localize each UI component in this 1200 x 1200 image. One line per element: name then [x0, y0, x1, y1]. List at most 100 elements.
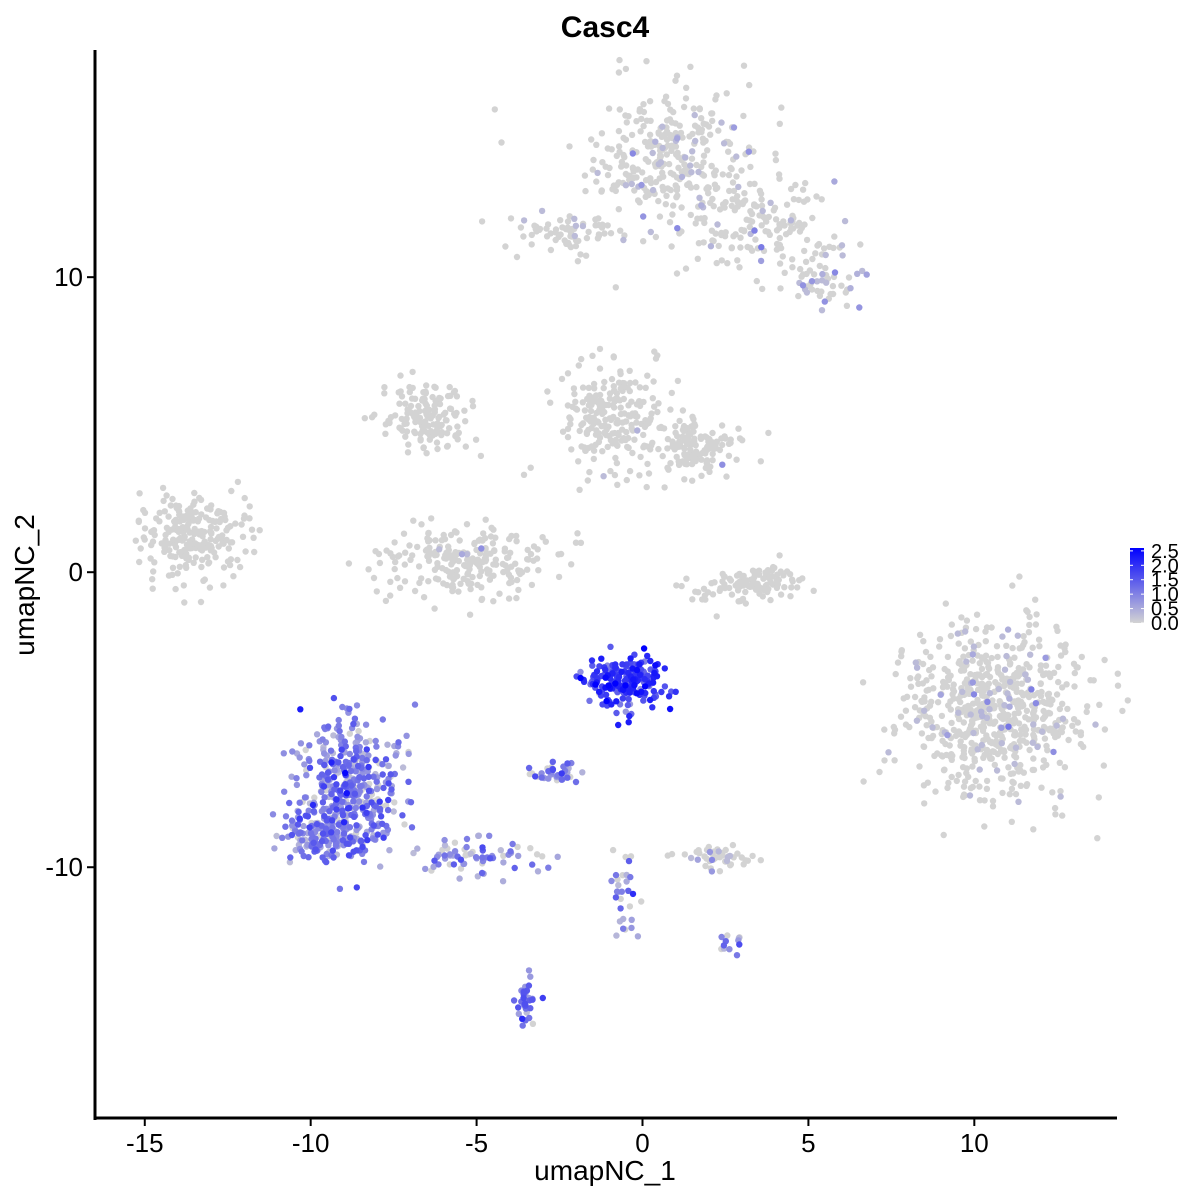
x-tick-label: -15: [126, 1128, 164, 1158]
data-point: [638, 115, 645, 123]
data-point: [776, 120, 783, 128]
data-point: [387, 592, 394, 599]
data-point: [936, 643, 943, 650]
data-point: [319, 799, 327, 806]
data-point: [622, 682, 629, 689]
x-axis-ticks: -15 -10 -5 0 5 10: [126, 1118, 989, 1158]
data-point: [407, 799, 415, 806]
data-point: [633, 666, 641, 674]
data-point: [634, 166, 641, 173]
data-point: [328, 829, 335, 836]
data-point: [1045, 690, 1053, 697]
data-point: [380, 784, 387, 792]
data-point: [979, 685, 986, 692]
data-point: [507, 848, 514, 855]
data-point: [1036, 643, 1043, 650]
data-point: [364, 836, 371, 844]
data-point: [681, 437, 689, 444]
data-point: [644, 460, 651, 468]
data-point: [728, 591, 736, 598]
data-point: [765, 574, 773, 582]
data-point: [395, 739, 402, 746]
data-point: [1059, 684, 1066, 691]
data-point: [690, 428, 697, 435]
data-point: [538, 207, 546, 215]
data-point: [1045, 709, 1052, 716]
data-point: [751, 180, 758, 187]
data-point: [1042, 662, 1050, 669]
data-point: [921, 707, 928, 714]
data-point: [215, 543, 222, 550]
data-point: [345, 852, 353, 859]
data-point: [529, 1020, 537, 1027]
data-point: [515, 586, 522, 594]
data-point: [944, 731, 951, 739]
data-point: [770, 207, 777, 214]
data-point: [544, 388, 551, 395]
data-point: [479, 854, 486, 861]
data-point: [347, 767, 355, 775]
data-point: [969, 763, 976, 770]
data-point: [692, 220, 699, 227]
data-point: [710, 203, 717, 210]
data-point: [607, 643, 614, 650]
data-point: [689, 413, 696, 420]
data-point: [602, 674, 609, 681]
data-point: [616, 106, 623, 113]
data-point: [310, 807, 317, 815]
data-point: [318, 837, 326, 845]
data-point: [385, 762, 392, 769]
data-point: [1044, 747, 1051, 754]
data-point: [941, 680, 949, 687]
data-point: [425, 578, 432, 585]
data-point: [338, 733, 345, 741]
data-point: [507, 574, 515, 581]
data-point: [337, 752, 344, 760]
data-point: [709, 457, 716, 464]
data-point: [528, 241, 535, 248]
data-point: [795, 196, 802, 204]
data-point: [354, 733, 361, 740]
data-point: [1014, 673, 1022, 680]
data-point: [996, 698, 1003, 705]
data-point: [615, 206, 622, 213]
data-point: [969, 657, 976, 664]
data-point: [433, 439, 441, 446]
data-point: [199, 541, 206, 548]
data-point: [1019, 666, 1027, 673]
data-point: [740, 582, 747, 589]
data-point: [515, 1010, 522, 1018]
data-point: [736, 941, 743, 948]
data-point: [1009, 644, 1016, 652]
data-point: [336, 727, 343, 735]
data-point: [533, 851, 541, 858]
data-point: [625, 857, 633, 865]
data-point: [195, 528, 203, 535]
data-point: [980, 754, 987, 761]
data-point: [520, 994, 527, 1002]
data-point: [680, 103, 688, 111]
data-point: [643, 58, 650, 65]
data-point: [656, 213, 664, 220]
data-point: [418, 521, 425, 528]
data-point: [957, 698, 964, 706]
data-point: [571, 215, 578, 222]
data-point: [1101, 726, 1109, 733]
data-point: [968, 739, 975, 747]
data-point: [921, 800, 928, 807]
data-point: [379, 716, 386, 723]
data-point: [993, 643, 1001, 650]
data-point: [175, 528, 182, 535]
data-point: [859, 679, 867, 686]
data-point: [665, 693, 673, 700]
legend-tick-label: 1.0: [1151, 584, 1179, 606]
data-point: [1095, 794, 1103, 801]
data-point: [959, 764, 967, 771]
data-point: [845, 274, 853, 281]
data-point: [199, 556, 206, 563]
data-point: [491, 547, 498, 554]
data-point: [300, 852, 307, 860]
data-point: [242, 548, 249, 555]
points-layer: [132, 56, 1132, 1029]
data-point: [640, 108, 648, 116]
